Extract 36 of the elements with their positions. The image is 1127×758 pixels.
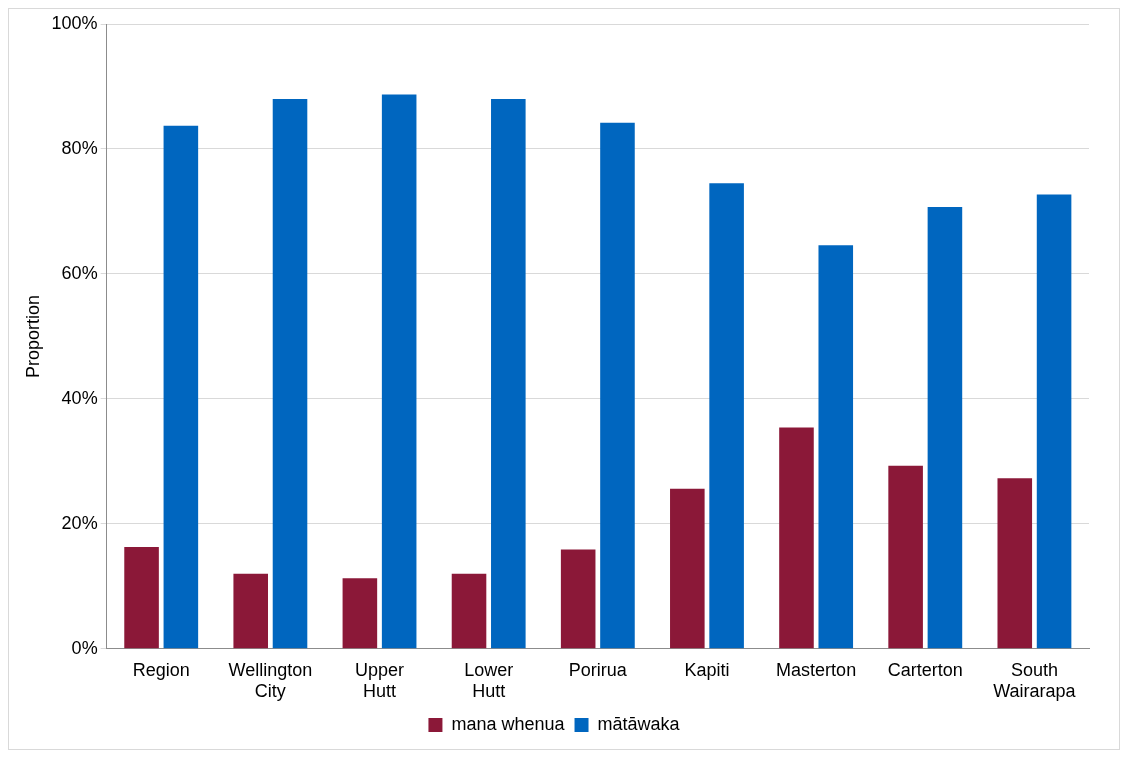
bar <box>163 125 199 649</box>
x-tick-label: Carterton <box>887 659 963 680</box>
x-tick-label: South Wairarapa <box>993 659 1077 702</box>
bar <box>451 573 487 649</box>
y-tick-label: 100% <box>51 12 98 33</box>
y-tick-label: 20% <box>61 512 98 533</box>
bar <box>927 207 963 649</box>
x-tick-label: Wellington City <box>228 659 313 702</box>
x-tick-label: Region <box>132 659 190 680</box>
y-tick-label: 0% <box>71 637 98 658</box>
bar <box>381 94 417 649</box>
bar <box>818 245 854 649</box>
bar <box>888 465 923 649</box>
x-tick-label: Kapiti <box>684 659 730 680</box>
y-tick-label: 60% <box>61 262 98 283</box>
bar <box>709 183 744 649</box>
bar <box>670 488 705 649</box>
bar <box>997 478 1033 649</box>
x-tick-label: Porirua <box>568 659 628 680</box>
bar <box>600 122 635 649</box>
bar <box>1036 194 1072 649</box>
legend-label: mana whenua <box>451 713 566 734</box>
x-tick-label: Lower Hutt <box>464 659 514 702</box>
y-axis-title: Proportion <box>22 294 43 378</box>
bar <box>342 578 378 649</box>
bar <box>560 549 596 649</box>
x-tick-label: Masterton <box>776 659 857 680</box>
bar <box>124 546 159 649</box>
y-tick-label: 40% <box>61 387 98 408</box>
bar <box>272 98 308 649</box>
bar <box>779 427 814 649</box>
bar <box>233 573 269 649</box>
legend-label: mātāwaka <box>597 713 681 734</box>
x-tick-label: Upper Hutt <box>355 659 405 702</box>
bar <box>491 98 526 649</box>
y-tick-label: 80% <box>61 137 98 158</box>
